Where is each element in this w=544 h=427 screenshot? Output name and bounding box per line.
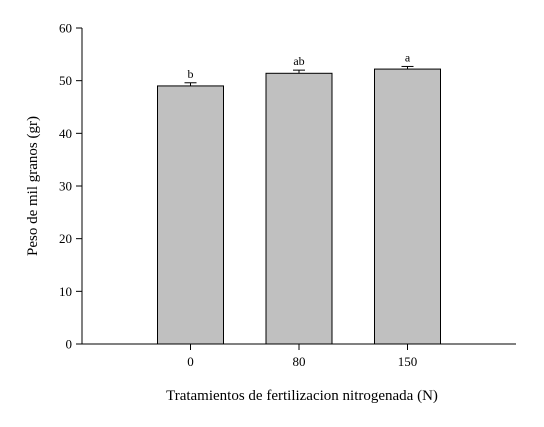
y-axis-title: Peso de mil granos (gr) [25, 116, 41, 256]
x-tick-label: 150 [398, 354, 418, 369]
significance-letter: a [405, 50, 411, 64]
y-tick-label: 0 [66, 337, 73, 352]
bar [265, 72, 333, 345]
bar [157, 85, 224, 345]
y-tick-label: 60 [59, 21, 72, 36]
significance-letter: ab [293, 54, 304, 68]
x-axis: 0 80 150 [82, 343, 516, 369]
y-tick-label: 40 [59, 126, 72, 141]
x-tick-label: 0 [187, 354, 194, 369]
y-tick-label: 10 [59, 284, 72, 299]
significance-letters: b ab a [188, 50, 411, 80]
bar [374, 68, 441, 345]
y-tick-label: 50 [59, 73, 72, 88]
x-tick-label: 80 [293, 354, 306, 369]
significance-letter: b [188, 67, 194, 81]
y-tick-label: 30 [59, 179, 72, 194]
x-axis-title: Tratamientos de fertilizacion nitrogenad… [166, 388, 438, 404]
y-axis: 0 10 20 30 40 50 60 [59, 21, 83, 352]
error-bars [184, 65, 414, 86]
bars [157, 68, 441, 345]
y-tick-label: 20 [59, 231, 72, 246]
